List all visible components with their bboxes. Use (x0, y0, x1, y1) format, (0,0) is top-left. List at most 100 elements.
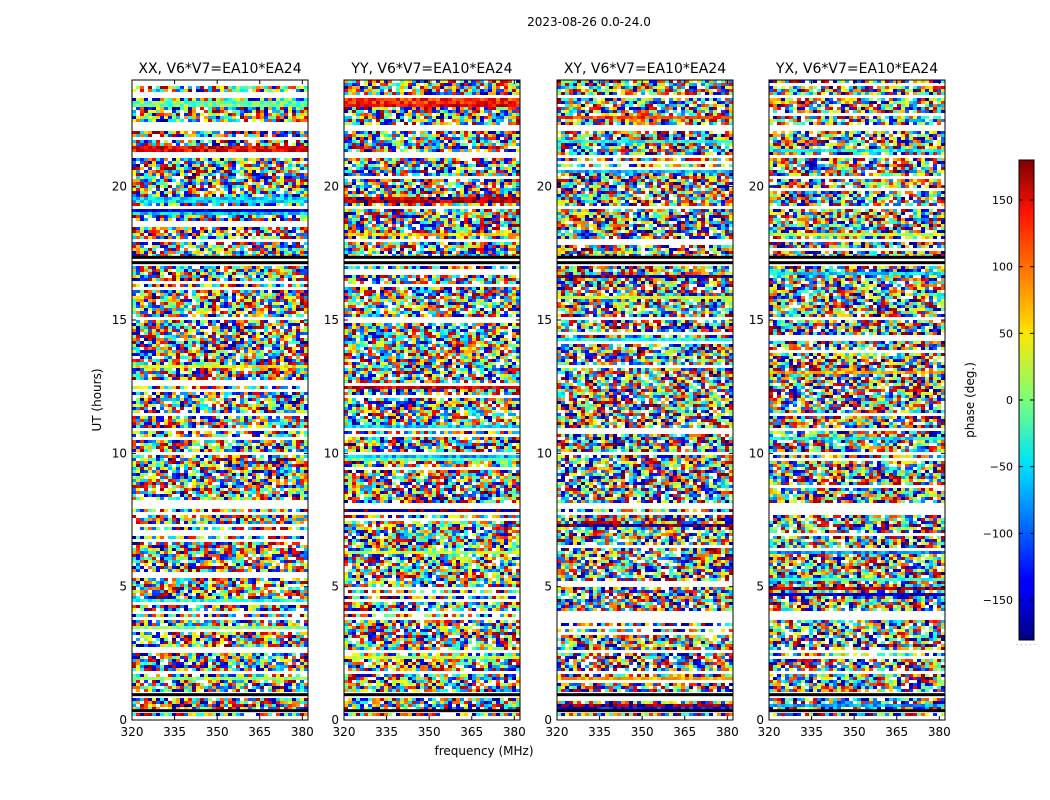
heat-cell (156, 230, 160, 233)
heat-cell (268, 209, 272, 212)
heat-cell (188, 215, 192, 218)
heat-cell (240, 227, 244, 230)
heat-cell (140, 245, 144, 248)
heat-cell (172, 119, 176, 122)
heat-cell (152, 209, 156, 212)
heat-cell (280, 179, 284, 182)
heat-cell (236, 245, 240, 248)
heat-cell (200, 143, 204, 146)
heat-cell (224, 101, 228, 104)
heat-cell (172, 209, 176, 212)
heat-cell (292, 203, 296, 206)
heat-cell (148, 149, 152, 152)
heat-cell (272, 98, 276, 101)
heat-cell (304, 119, 308, 122)
heat-cell (260, 161, 264, 164)
heat-cell (304, 218, 308, 221)
heat-cell (212, 161, 216, 164)
heat-cell (228, 194, 232, 197)
heat-cell (296, 110, 300, 113)
heat-cell (280, 176, 284, 179)
heat-cell (160, 215, 164, 218)
heat-cell (180, 107, 184, 110)
heat-cell (272, 86, 276, 89)
heat-cell (256, 200, 260, 203)
heat-cell (136, 209, 140, 212)
heat-cell (264, 143, 268, 146)
heat-cell (260, 212, 264, 215)
heat-cell (204, 116, 208, 119)
heat-cell (260, 242, 264, 245)
heat-cell (252, 98, 256, 101)
heat-cell (276, 215, 280, 218)
heat-cell (264, 230, 268, 233)
heat-cell (212, 194, 216, 197)
heat-cell (196, 116, 200, 119)
heat-cell (220, 191, 224, 194)
heat-cell (296, 158, 300, 161)
heat-cell (300, 149, 304, 152)
heat-cell (232, 212, 236, 215)
heat-cell (288, 101, 292, 104)
heat-cell (144, 140, 148, 143)
heat-cell (156, 218, 160, 221)
heat-cell (148, 164, 152, 167)
heat-cell (276, 242, 280, 245)
heat-cell (212, 110, 216, 113)
heat-cell (300, 119, 304, 122)
heat-cell (220, 104, 224, 107)
heat-cell (224, 218, 228, 221)
heat-cell (216, 227, 220, 230)
heat-cell (136, 98, 140, 101)
heat-cell (276, 116, 280, 119)
heat-cell (268, 233, 272, 236)
heat-cell (192, 197, 196, 200)
heat-cell (304, 215, 308, 218)
heat-cell (232, 131, 236, 134)
heat-cell (288, 158, 292, 161)
heat-cell (216, 170, 220, 173)
heat-cell (300, 164, 304, 167)
heat-cell (204, 200, 208, 203)
heat-cell (172, 173, 176, 176)
heat-cell (232, 209, 236, 212)
heat-cell (248, 248, 252, 251)
heat-cell (200, 233, 204, 236)
heat-cell (268, 200, 272, 203)
heat-cell (296, 107, 300, 110)
heat-cell (268, 236, 272, 239)
heat-cell (176, 140, 180, 143)
heat-cell (260, 101, 264, 104)
heat-cell (192, 179, 196, 182)
heat-cell (224, 98, 228, 101)
heat-cell (160, 209, 164, 212)
heat-cell (276, 86, 280, 89)
heat-cell (200, 164, 204, 167)
heat-cell (288, 218, 292, 221)
heat-cell (244, 197, 248, 200)
heat-cell (160, 113, 164, 116)
heat-cell (264, 86, 268, 89)
heat-cell (260, 131, 264, 134)
heat-cell (200, 248, 204, 251)
heat-cell (240, 107, 244, 110)
heat-cell (220, 236, 224, 239)
heat-cell (244, 101, 248, 104)
heat-cell (212, 179, 216, 182)
heat-cell (196, 230, 200, 233)
heat-cell (236, 158, 240, 161)
heat-cell (196, 146, 200, 149)
heat-cell (148, 131, 152, 134)
heat-cell (236, 131, 240, 134)
heat-cell (264, 200, 268, 203)
heat-cell (140, 197, 144, 200)
heat-cell (144, 227, 148, 230)
heat-cell (288, 203, 292, 206)
heat-cell (236, 110, 240, 113)
heat-cell (212, 182, 216, 185)
heat-cell (236, 185, 240, 188)
heat-cell (228, 167, 232, 170)
heat-cell (196, 212, 200, 215)
heat-cell (264, 245, 268, 248)
heat-cell (156, 203, 160, 206)
